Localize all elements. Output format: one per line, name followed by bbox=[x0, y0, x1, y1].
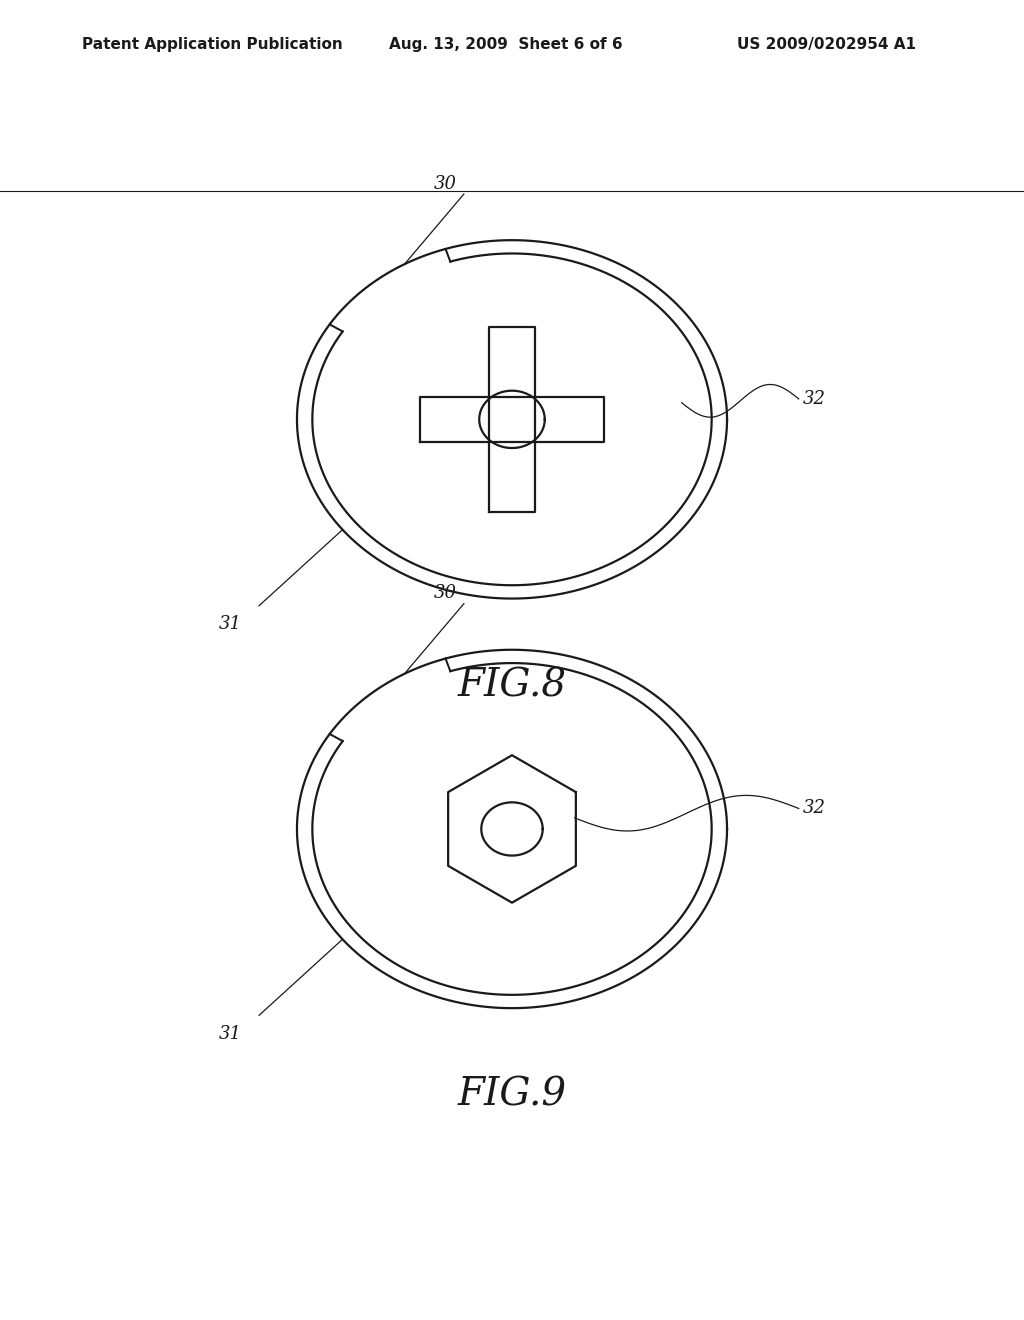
Text: 30: 30 bbox=[434, 585, 457, 602]
Text: 31: 31 bbox=[219, 1024, 242, 1043]
Text: Aug. 13, 2009  Sheet 6 of 6: Aug. 13, 2009 Sheet 6 of 6 bbox=[389, 37, 623, 51]
Text: Patent Application Publication: Patent Application Publication bbox=[82, 37, 343, 51]
Text: 31: 31 bbox=[219, 615, 242, 634]
Text: 32: 32 bbox=[803, 800, 825, 817]
Text: FIG.9: FIG.9 bbox=[458, 1077, 566, 1114]
Text: 32: 32 bbox=[803, 389, 825, 408]
Text: 30: 30 bbox=[434, 174, 457, 193]
Text: US 2009/0202954 A1: US 2009/0202954 A1 bbox=[737, 37, 916, 51]
Text: FIG.8: FIG.8 bbox=[458, 667, 566, 704]
